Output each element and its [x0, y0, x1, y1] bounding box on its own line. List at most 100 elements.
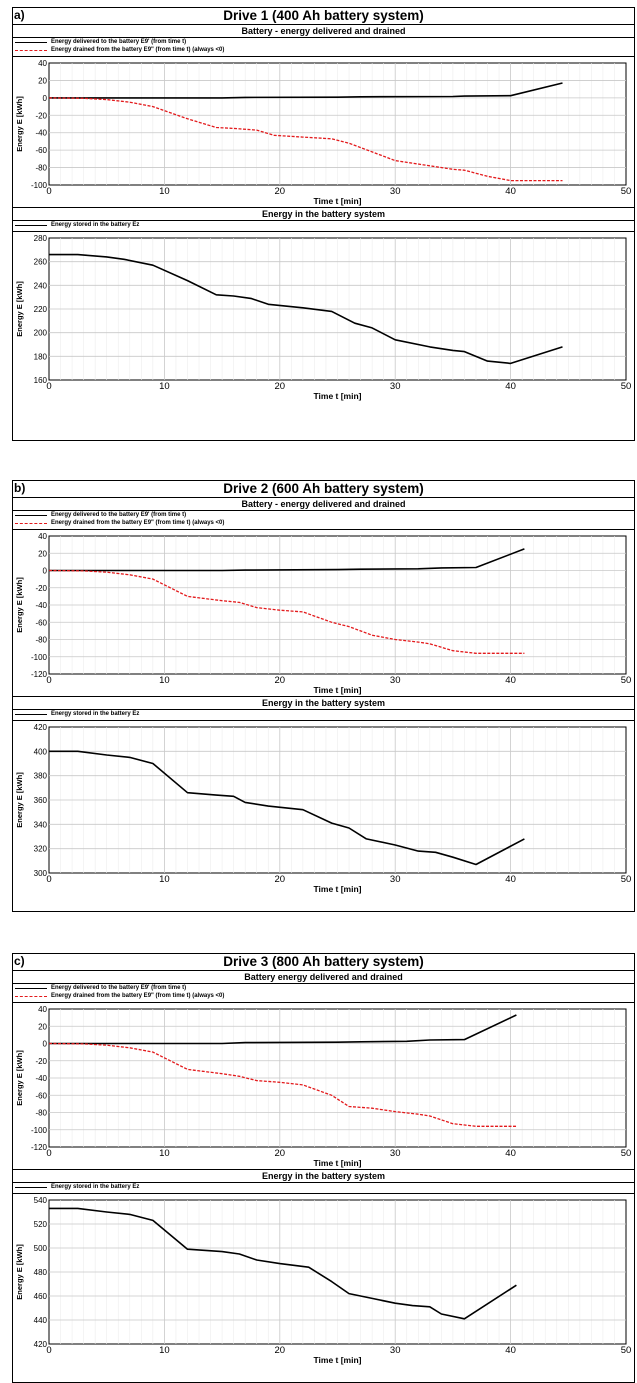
legend-swatch-solid	[15, 714, 47, 715]
y-tick-label: -100	[31, 1126, 48, 1135]
y-tick-label: 420	[34, 723, 48, 732]
y-tick-label: 540	[34, 1196, 48, 1205]
legend-label: Energy drained from the battery E9" (fro…	[51, 47, 225, 53]
chart-subtitle: Energy in the battery system	[13, 207, 634, 221]
y-tick-label: -40	[35, 129, 47, 138]
y-tick-label: -100	[31, 181, 48, 190]
y-tick-label: 20	[38, 76, 47, 85]
legend-label: Energy drained from the battery E9" (fro…	[51, 993, 225, 999]
y-tick-label: 160	[34, 376, 48, 385]
series-line-stored	[49, 750, 525, 866]
x-tick-label: 40	[505, 1148, 516, 1159]
y-tick-label: 200	[34, 329, 48, 338]
legend-swatch-solid	[15, 515, 47, 516]
legend-item-delivered: Energy delivered to the battery E9' (fro…	[13, 511, 634, 519]
y-tick-label: 0	[43, 94, 48, 103]
panel-title: Drive 2 (600 Ah battery system)	[13, 481, 634, 498]
legend: Energy stored in the battery Ez	[13, 221, 634, 232]
y-tick-label: 480	[34, 1268, 48, 1277]
y-tick-label: -20	[35, 1057, 47, 1066]
y-tick-label: 280	[34, 234, 48, 243]
legend-swatch-solid	[15, 1187, 47, 1188]
panel-title: Drive 1 (400 Ah battery system)	[13, 8, 634, 25]
chart-a-bottom: 0 10 20 30 40 50 280 260 240 220 200 180 160 Time t […	[15, 234, 632, 401]
y-axis-label: Energy E [kWh]	[15, 96, 24, 152]
chart-b-bottom: 0 10 20 30 40 50 420 400 380 360 340 320 300 Time t […	[15, 723, 632, 894]
y-axis-label: Energy E [kWh]	[15, 1050, 24, 1106]
y-tick-label: -80	[35, 164, 47, 173]
y-tick-label: 220	[34, 305, 48, 314]
x-tick-label: 20	[275, 1148, 286, 1159]
panel-label: b)	[14, 481, 26, 495]
x-tick-label: 0	[46, 675, 51, 686]
x-tick-label: 30	[390, 874, 401, 885]
y-tick-label: 20	[38, 1022, 47, 1031]
panel-a: a) Drive 1 (400 Ah battery system) Batte…	[12, 7, 635, 441]
legend-label: Energy delivered to the battery E9' (fro…	[51, 985, 187, 991]
x-tick-label: 20	[275, 186, 286, 197]
x-tick-label: 40	[505, 1345, 516, 1356]
x-axis-label: Time t [min]	[313, 884, 361, 894]
panel-c: c) Drive 3 (800 Ah battery system) Batte…	[12, 953, 635, 1383]
panel-label: a)	[14, 8, 25, 22]
y-tick-label: 400	[34, 747, 48, 756]
x-tick-label: 40	[505, 675, 516, 686]
legend: Energy delivered to the battery E9' (fro…	[13, 511, 634, 530]
x-tick-label: 20	[275, 675, 286, 686]
chart-subtitle: Energy in the battery system	[13, 696, 634, 710]
series-line-drained	[48, 97, 563, 182]
y-axis-label: Energy E [kWh]	[15, 772, 24, 828]
y-tick-label: 40	[38, 532, 47, 541]
y-tick-label: 360	[34, 796, 48, 805]
y-tick-label: -20	[35, 584, 47, 593]
y-tick-label: 0	[43, 567, 48, 576]
x-tick-label: 0	[46, 381, 51, 392]
legend-item-drained: Energy drained from the battery E9" (fro…	[13, 992, 634, 1000]
legend: Energy delivered to the battery E9' (fro…	[13, 984, 634, 1003]
y-tick-label: -80	[35, 636, 47, 645]
legend-item-stored: Energy stored in the battery Ez	[13, 221, 634, 229]
x-tick-label: 20	[275, 381, 286, 392]
legend-swatch-dashed	[15, 996, 47, 997]
x-tick-label: 40	[505, 186, 516, 197]
legend-label: Energy stored in the battery Ez	[51, 222, 140, 228]
x-tick-label: 30	[390, 1148, 401, 1159]
x-tick-label: 0	[46, 874, 51, 885]
x-tick-label: 50	[621, 874, 632, 885]
x-tick-label: 10	[159, 874, 170, 885]
y-tick-label: -80	[35, 1109, 47, 1118]
x-tick-label: 50	[621, 1345, 632, 1356]
y-tick-label: 20	[38, 549, 47, 558]
series-line-delivered	[49, 548, 525, 572]
chart-a-top: 0 10 20 30 40 50 40 20 0 -20 -40 -60 -80 -100 Time t […	[15, 59, 631, 206]
legend-label: Energy delivered to the battery E9' (fro…	[51, 512, 187, 518]
x-axis-label: Time t [min]	[313, 1158, 361, 1168]
x-tick-label: 0	[46, 1148, 51, 1159]
series-line-stored	[49, 1207, 517, 1320]
y-tick-label: 500	[34, 1244, 48, 1253]
legend-item-delivered: Energy delivered to the battery E9' (fro…	[13, 984, 634, 992]
panel-title: Drive 3 (800 Ah battery system)	[13, 954, 634, 971]
y-tick-label: 260	[34, 258, 48, 267]
chart-subtitle: Battery energy delivered and drained	[13, 971, 634, 984]
y-tick-label: -120	[31, 670, 48, 679]
x-axis-label: Time t [min]	[313, 1355, 361, 1365]
legend-item-stored: Energy stored in the battery Ez	[13, 1183, 634, 1191]
chart-subtitle: Battery - energy delivered and drained	[13, 25, 634, 38]
legend-label: Energy delivered to the battery E9' (fro…	[51, 39, 187, 45]
series-line-delivered	[49, 1014, 517, 1045]
x-tick-label: 10	[159, 381, 170, 392]
legend-label: Energy drained from the battery E9" (fro…	[51, 520, 225, 526]
x-tick-label: 10	[159, 186, 170, 197]
y-tick-label: 340	[34, 820, 48, 829]
legend: Energy stored in the battery Ez	[13, 710, 634, 721]
y-tick-label: 460	[34, 1292, 48, 1301]
y-tick-label: 40	[38, 59, 47, 68]
x-axis-label: Time t [min]	[313, 685, 361, 695]
x-tick-label: 30	[390, 675, 401, 686]
x-tick-label: 50	[621, 381, 632, 392]
x-tick-label: 20	[275, 1345, 286, 1356]
y-tick-label: 420	[34, 1340, 48, 1349]
chart-b-top: 0 10 20 30 40 50 40 20 0 -20 -40 -60 -80 -100 -120 Time…	[15, 532, 631, 695]
x-tick-label: 0	[46, 186, 51, 197]
